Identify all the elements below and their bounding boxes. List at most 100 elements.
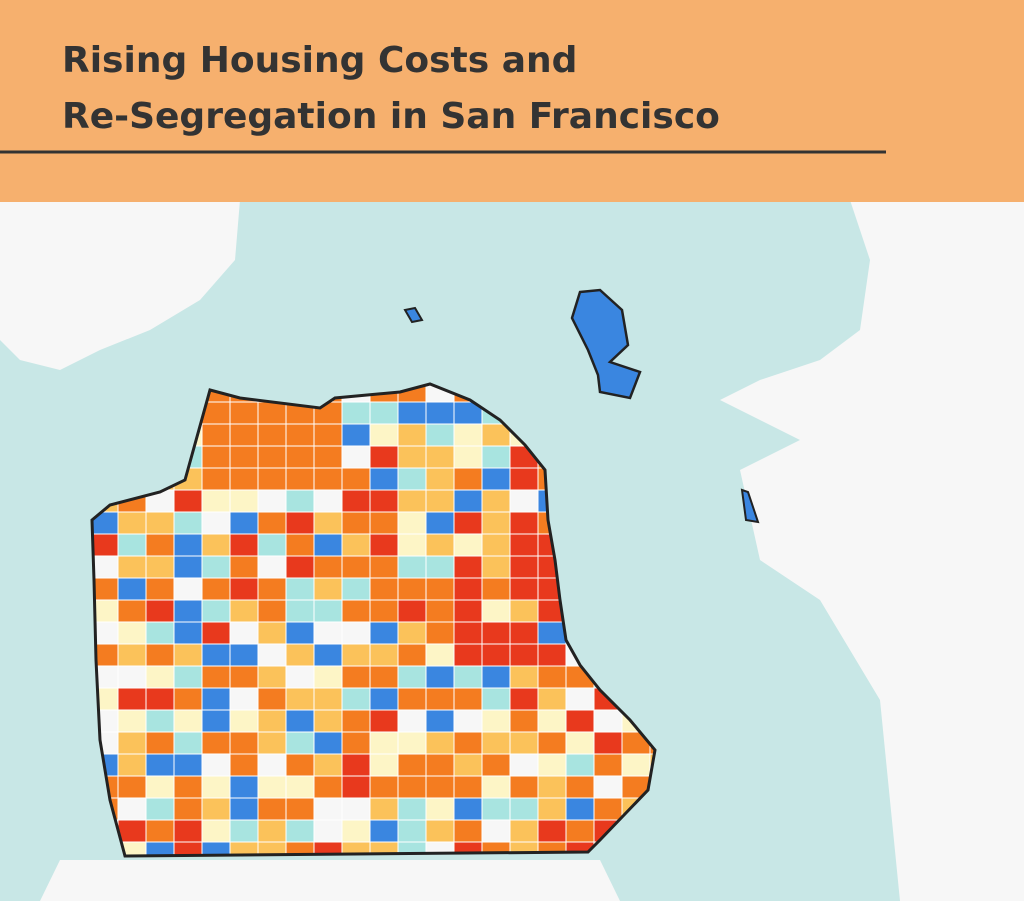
tract [397, 555, 427, 579]
tract [229, 489, 259, 513]
tract [397, 533, 427, 557]
tract [453, 753, 483, 777]
tract [369, 753, 399, 777]
tract [257, 489, 287, 513]
tract [117, 731, 147, 755]
tract [257, 819, 287, 843]
tract [453, 621, 483, 645]
title-line: Re-Segregation in San Francisco [62, 96, 720, 137]
tract [481, 775, 511, 799]
tract [341, 533, 371, 557]
tract [229, 401, 259, 425]
tract [509, 819, 539, 843]
tract [201, 467, 231, 491]
tract [117, 555, 147, 579]
tract [509, 731, 539, 755]
tract [369, 555, 399, 579]
tract [481, 511, 511, 535]
tract [201, 533, 231, 557]
tract [201, 621, 231, 645]
tract [257, 753, 287, 777]
tract [145, 665, 175, 689]
tract [509, 621, 539, 645]
tract [257, 555, 287, 579]
tract [481, 445, 511, 469]
tract [453, 709, 483, 733]
tract [173, 577, 203, 601]
tract [173, 599, 203, 623]
tract [537, 687, 567, 711]
tract [397, 687, 427, 711]
tract [201, 731, 231, 755]
tract [425, 555, 455, 579]
tract [313, 489, 343, 513]
tract [257, 687, 287, 711]
tract [117, 621, 147, 645]
tract [229, 577, 259, 601]
tract [201, 687, 231, 711]
tract [145, 599, 175, 623]
tract [313, 533, 343, 557]
tract [453, 489, 483, 513]
tract [481, 753, 511, 777]
tract [397, 775, 427, 799]
tract [397, 665, 427, 689]
tract [565, 775, 595, 799]
tract [369, 511, 399, 535]
tract [509, 533, 539, 557]
tract [229, 445, 259, 469]
tract [201, 797, 231, 821]
tract [369, 599, 399, 623]
tract [257, 577, 287, 601]
tract [425, 665, 455, 689]
tract [313, 797, 343, 821]
tract [341, 643, 371, 667]
tract [481, 797, 511, 821]
tract [397, 445, 427, 469]
tract [117, 753, 147, 777]
tract [145, 577, 175, 601]
tract [257, 423, 287, 447]
tract [257, 643, 287, 667]
tract [145, 533, 175, 557]
tract [117, 533, 147, 557]
east-bay-land [720, 200, 1024, 901]
tract [257, 731, 287, 755]
tract [201, 753, 231, 777]
tract [285, 709, 315, 733]
tract [369, 775, 399, 799]
marin-land [0, 200, 240, 370]
tract [229, 731, 259, 755]
tract [341, 511, 371, 535]
tract [425, 533, 455, 557]
tract [593, 731, 623, 755]
tract [229, 467, 259, 491]
tract [481, 555, 511, 579]
tract [369, 445, 399, 469]
tract [453, 467, 483, 491]
tract [509, 511, 539, 535]
tract [173, 643, 203, 667]
tract [481, 533, 511, 557]
tract [285, 445, 315, 469]
tract [397, 709, 427, 733]
tract [201, 489, 231, 513]
tract [341, 555, 371, 579]
tract [145, 555, 175, 579]
tract [509, 665, 539, 689]
tract [257, 797, 287, 821]
tract [425, 621, 455, 645]
treasure-island [570, 288, 642, 400]
tract [173, 797, 203, 821]
tract [481, 709, 511, 733]
tract [257, 467, 287, 491]
tract [229, 797, 259, 821]
tract [285, 665, 315, 689]
tract [285, 731, 315, 755]
tract [341, 489, 371, 513]
tract [341, 819, 371, 843]
tract [201, 577, 231, 601]
tract [425, 423, 455, 447]
tract [229, 599, 259, 623]
tract [285, 687, 315, 711]
